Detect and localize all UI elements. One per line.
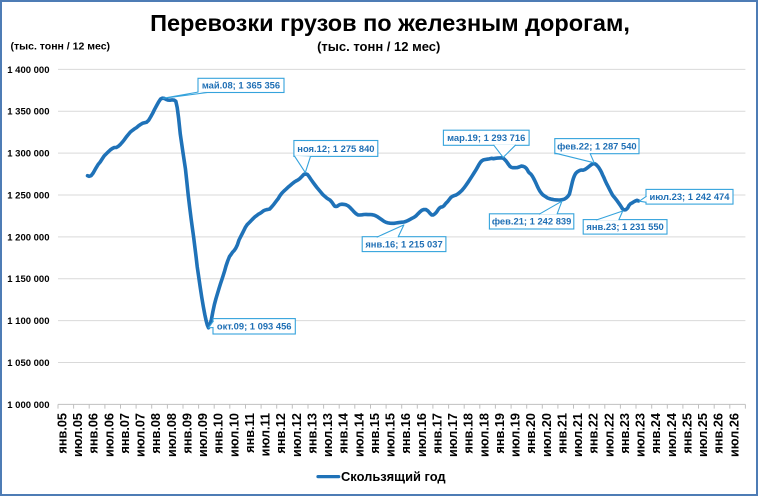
svg-text:фев.21; 1 242 839: фев.21; 1 242 839 xyxy=(492,216,572,227)
svg-text:янв.06: янв.06 xyxy=(87,413,101,454)
svg-text:июл.12: июл.12 xyxy=(290,413,304,457)
svg-text:Скользящий год: Скользящий год xyxy=(341,469,446,484)
svg-text:1 350 000: 1 350 000 xyxy=(7,107,49,118)
svg-text:мар.19; 1 293 716: мар.19; 1 293 716 xyxy=(447,132,525,143)
svg-text:июл.23: июл.23 xyxy=(633,413,647,457)
svg-text:июл.21: июл.21 xyxy=(571,413,585,457)
svg-text:янв.25: янв.25 xyxy=(680,413,694,454)
svg-text:июл.23; 1 242 474: июл.23; 1 242 474 xyxy=(650,191,731,202)
svg-text:1 000 000: 1 000 000 xyxy=(7,400,49,411)
svg-text:июл.10: июл.10 xyxy=(227,413,241,457)
svg-text:янв.16; 1 215 037: янв.16; 1 215 037 xyxy=(365,238,442,249)
svg-text:июл.16: июл.16 xyxy=(415,413,429,457)
svg-text:июл.14: июл.14 xyxy=(352,413,366,457)
svg-text:1 250 000: 1 250 000 xyxy=(7,190,49,201)
svg-text:янв.10: янв.10 xyxy=(212,413,226,454)
svg-text:янв.24: янв.24 xyxy=(649,413,663,454)
svg-text:янв.16: янв.16 xyxy=(399,413,413,454)
svg-text:июл.25: июл.25 xyxy=(696,413,710,457)
svg-text:янв.12: янв.12 xyxy=(274,413,288,454)
svg-text:1 200 000: 1 200 000 xyxy=(7,232,49,243)
svg-text:июл.13: июл.13 xyxy=(321,413,335,457)
svg-text:июл.15: июл.15 xyxy=(384,413,398,457)
svg-text:янв.23: янв.23 xyxy=(618,413,632,454)
svg-text:янв.07: янв.07 xyxy=(118,413,132,454)
svg-text:1 050 000: 1 050 000 xyxy=(7,358,49,369)
svg-text:1 100 000: 1 100 000 xyxy=(7,316,49,327)
svg-text:янв.08: янв.08 xyxy=(149,413,163,454)
svg-text:янв.17: янв.17 xyxy=(430,413,444,454)
svg-text:янв.19: янв.19 xyxy=(493,413,507,454)
svg-text:июл.09: июл.09 xyxy=(196,413,210,457)
svg-text:янв.21: янв.21 xyxy=(555,413,569,454)
svg-text:янв.13: янв.13 xyxy=(305,413,319,454)
svg-text:июл.20: июл.20 xyxy=(540,413,554,457)
svg-text:май.08; 1 365 356: май.08; 1 365 356 xyxy=(202,80,280,91)
svg-text:июл.07: июл.07 xyxy=(134,413,148,457)
svg-text:янв.09: янв.09 xyxy=(180,413,194,454)
svg-text:янв.23; 1 231 550: янв.23; 1 231 550 xyxy=(586,221,663,232)
svg-text:янв.15: янв.15 xyxy=(368,413,382,454)
svg-text:июл.18: июл.18 xyxy=(477,413,491,457)
svg-text:июл.11: июл.11 xyxy=(259,413,273,456)
svg-text:янв.22: янв.22 xyxy=(587,413,601,454)
svg-text:1 150 000: 1 150 000 xyxy=(7,274,49,285)
svg-text:1 300 000: 1 300 000 xyxy=(7,149,49,160)
svg-text:(тыс. тонн / 12 мес): (тыс. тонн / 12 мес) xyxy=(11,41,111,53)
svg-text:янв.26: янв.26 xyxy=(712,413,726,454)
svg-text:янв.11: янв.11 xyxy=(243,413,257,453)
svg-text:июл.06: июл.06 xyxy=(102,413,116,457)
svg-text:янв.05: янв.05 xyxy=(55,413,69,454)
svg-text:1 400 000: 1 400 000 xyxy=(7,65,49,76)
svg-text:фев.22; 1 287 540: фев.22; 1 287 540 xyxy=(557,140,637,151)
svg-text:янв.14: янв.14 xyxy=(337,413,351,454)
svg-text:июл.22: июл.22 xyxy=(602,413,616,457)
svg-text:июл.19: июл.19 xyxy=(509,413,523,457)
svg-text:янв.18: янв.18 xyxy=(462,413,476,454)
svg-text:июл.26: июл.26 xyxy=(727,413,741,457)
svg-text:июл.08: июл.08 xyxy=(165,413,179,457)
svg-text:окт.09; 1 093 456: окт.09; 1 093 456 xyxy=(217,321,292,332)
svg-text:июл.17: июл.17 xyxy=(446,413,460,457)
svg-text:июл.05: июл.05 xyxy=(71,413,85,457)
svg-text:(тыс. тонн / 12 мес): (тыс. тонн / 12 мес) xyxy=(317,39,440,54)
svg-text:ноя.12; 1 275 840: ноя.12; 1 275 840 xyxy=(297,143,374,154)
svg-text:Перевозки грузов по железным д: Перевозки грузов по железным дорогам, xyxy=(150,10,630,36)
svg-text:июл.24: июл.24 xyxy=(665,413,679,457)
svg-text:янв.20: янв.20 xyxy=(524,413,538,454)
